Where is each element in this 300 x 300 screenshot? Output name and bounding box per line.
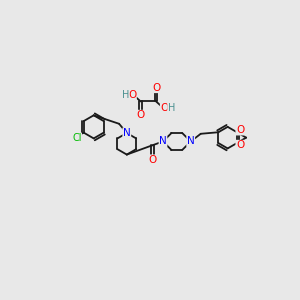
Text: O: O — [152, 82, 160, 93]
Text: Cl: Cl — [72, 133, 82, 143]
Text: N: N — [159, 136, 167, 146]
Text: O: O — [236, 125, 244, 135]
Text: H: H — [122, 90, 129, 100]
Text: O: O — [160, 103, 169, 112]
Text: O: O — [128, 90, 136, 100]
Text: H: H — [168, 103, 175, 112]
Text: O: O — [136, 110, 145, 120]
Text: O: O — [148, 155, 156, 165]
Text: O: O — [236, 140, 244, 150]
Text: N: N — [187, 136, 195, 146]
Text: N: N — [123, 128, 131, 138]
